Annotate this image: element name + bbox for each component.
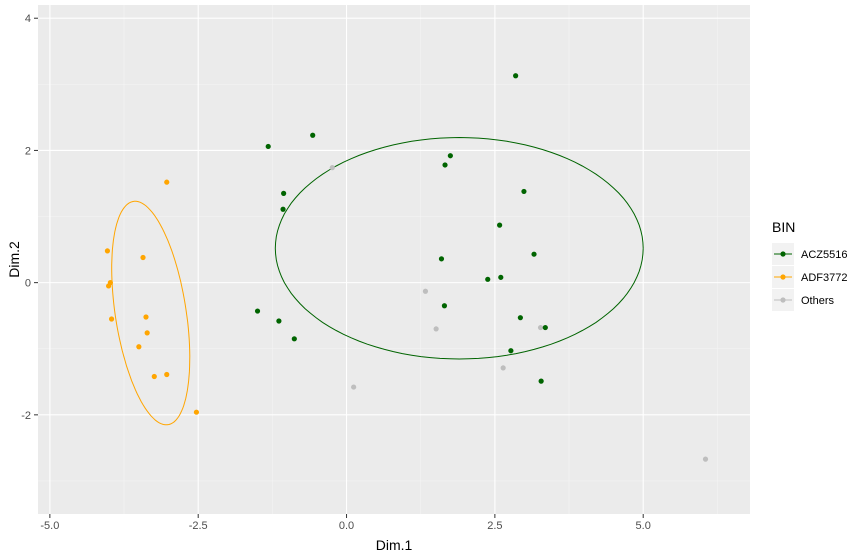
axes: -5.0 -2.5 0.0 2.5 5.0 -2 0 2 4 bbox=[21, 13, 651, 532]
legend-key-point bbox=[780, 274, 786, 280]
data-point-acz5516 bbox=[521, 188, 527, 195]
data-point-others bbox=[537, 324, 544, 331]
legend-label-others: Others bbox=[801, 295, 835, 307]
legend: BIN ACZ5516 ADF3772 Others bbox=[772, 219, 847, 311]
y-tick-label: 2 bbox=[25, 145, 31, 157]
data-point-acz5516 bbox=[485, 276, 491, 282]
x-axis-title: Dim.1 bbox=[376, 537, 413, 553]
legend-label-adf3772: ADF3772 bbox=[801, 272, 847, 284]
data-points bbox=[104, 73, 709, 462]
x-tick-label: -2.5 bbox=[189, 520, 208, 532]
legend-key-point bbox=[780, 297, 786, 303]
data-point-acz5516 bbox=[254, 308, 261, 314]
data-point-others bbox=[500, 365, 506, 371]
data-point-acz5516 bbox=[442, 162, 448, 168]
x-tick-label: -5.0 bbox=[40, 520, 59, 532]
ellipse-adf3772 bbox=[111, 200, 191, 426]
data-point-adf3772 bbox=[151, 373, 157, 380]
data-point-acz5516 bbox=[281, 190, 287, 196]
x-tick-label: 5.0 bbox=[636, 520, 651, 532]
data-point-acz5516 bbox=[265, 143, 271, 150]
data-point-acz5516 bbox=[447, 153, 453, 159]
x-tick-label: 2.5 bbox=[487, 520, 502, 532]
data-point-adf3772 bbox=[104, 248, 111, 254]
data-point-acz5516 bbox=[280, 206, 286, 212]
major-gridlines bbox=[38, 5, 750, 514]
data-point-others bbox=[433, 326, 439, 332]
y-tick-label: 4 bbox=[25, 13, 31, 25]
legend-key-point bbox=[780, 251, 786, 257]
data-point-acz5516 bbox=[538, 378, 544, 384]
legend-title: BIN bbox=[772, 219, 795, 235]
data-point-acz5516 bbox=[497, 222, 503, 228]
data-point-others bbox=[422, 288, 429, 294]
panel-background bbox=[38, 5, 750, 514]
data-point-acz5516 bbox=[441, 303, 448, 309]
data-point-acz5516 bbox=[517, 315, 523, 321]
data-point-acz5516 bbox=[498, 274, 504, 280]
data-point-adf3772 bbox=[140, 254, 146, 261]
x-tick-label: 0.0 bbox=[339, 520, 354, 532]
y-tick-label: 0 bbox=[25, 278, 31, 290]
data-point-adf3772 bbox=[143, 314, 149, 320]
data-point-others bbox=[702, 456, 709, 462]
data-point-others bbox=[351, 384, 357, 390]
data-point-acz5516 bbox=[438, 256, 445, 262]
data-point-others bbox=[329, 165, 335, 171]
data-point-acz5516 bbox=[291, 336, 297, 342]
minor-gridlines bbox=[38, 5, 750, 514]
confidence-ellipses bbox=[111, 136, 644, 426]
y-tick-label: -2 bbox=[21, 410, 31, 422]
data-point-adf3772 bbox=[193, 409, 200, 415]
data-point-acz5516 bbox=[542, 324, 548, 331]
data-point-adf3772 bbox=[136, 344, 142, 350]
data-point-adf3772 bbox=[164, 179, 170, 185]
data-point-adf3772 bbox=[108, 316, 115, 322]
data-point-acz5516 bbox=[508, 348, 514, 354]
data-point-adf3772 bbox=[144, 330, 150, 336]
data-point-acz5516 bbox=[513, 73, 519, 79]
data-point-acz5516 bbox=[276, 318, 282, 324]
data-point-adf3772 bbox=[164, 371, 170, 378]
data-point-acz5516 bbox=[310, 132, 316, 138]
ellipse-acz5516 bbox=[274, 136, 644, 360]
y-axis-title: Dim.2 bbox=[6, 241, 22, 278]
data-point-acz5516 bbox=[531, 251, 537, 257]
legend-label-acz5516: ACZ5516 bbox=[801, 249, 847, 261]
data-point-adf3772 bbox=[106, 283, 112, 289]
